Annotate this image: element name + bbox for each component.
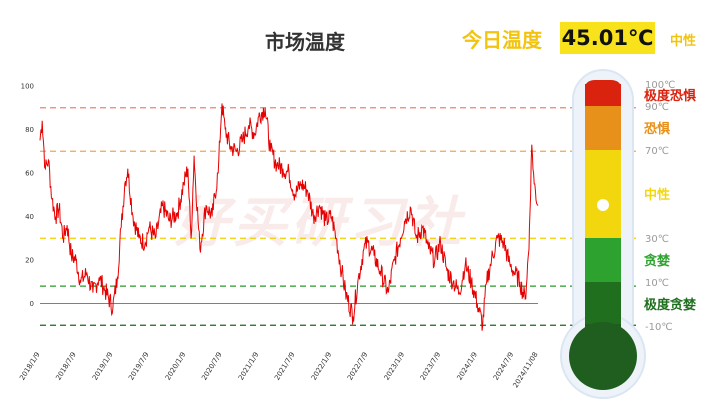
thermometer-scale-label: 30℃: [645, 234, 669, 245]
thermometer-scale-label: -10℃: [645, 322, 673, 333]
y-tick-label: 80: [25, 126, 34, 134]
y-tick-label: 0: [30, 300, 34, 308]
today-temperature-label: 今日温度: [462, 28, 542, 52]
thermometer-cap: [585, 80, 621, 94]
chart-title: 市场温度: [265, 30, 345, 54]
thermometer-zone: [585, 150, 621, 238]
temperature-line: [39, 103, 539, 331]
thermometer-zone-label: 极度贪婪: [644, 297, 696, 313]
y-tick-label: 100: [21, 83, 34, 91]
x-tick-label: 2024/7/9: [492, 351, 515, 382]
thermometer-zone-label: 恐惧: [644, 121, 670, 137]
thermometer-zone-label: 贪婪: [643, 253, 670, 269]
x-tick-label: 2023/1/9: [383, 351, 406, 382]
x-tick-label: 2022/1/9: [310, 351, 333, 382]
x-tick-label: 2019/7/9: [127, 351, 150, 382]
today-temperature-value: 45.01℃: [560, 22, 655, 54]
thermometer-scale-label: 10℃: [645, 278, 669, 289]
y-tick-label: 20: [25, 257, 34, 265]
x-tick-label: 2020/7/9: [200, 351, 223, 382]
x-tick-label: 2020/1/9: [164, 351, 187, 382]
x-tick-label: 2024/1/9: [456, 351, 479, 382]
thermometer-zone: [585, 106, 621, 150]
thermometer-zone: [585, 238, 621, 282]
thermometer-zone-label: 中性: [644, 187, 670, 203]
x-tick-label: 2019/1/9: [91, 351, 114, 382]
thermometer-marker: [595, 196, 611, 213]
thermometer-neck: [585, 324, 621, 344]
x-tick-label: 2021/7/9: [273, 351, 296, 382]
thermometer-zone-label: 极度恐惧: [644, 88, 696, 104]
x-tick-label: 2022/7/9: [346, 351, 369, 382]
x-tick-label: 2023/7/9: [419, 351, 442, 382]
y-tick-label: 40: [25, 213, 34, 221]
thermometer-scale-label: 100℃: [645, 80, 675, 91]
today-temperature-state: 中性: [670, 34, 697, 49]
y-tick-label: 60: [25, 170, 34, 178]
x-tick-label: 2021/1/9: [237, 351, 260, 382]
thermometer-scale-label: 70℃: [645, 146, 669, 157]
x-tick-label: 2018/1/9: [18, 351, 41, 382]
x-tick-label: 2024/11/08: [512, 351, 540, 389]
x-tick-label: 2018/7/9: [54, 351, 77, 382]
thermometer-scale-label: 90℃: [645, 102, 669, 113]
thermometer-zone: [585, 282, 621, 326]
